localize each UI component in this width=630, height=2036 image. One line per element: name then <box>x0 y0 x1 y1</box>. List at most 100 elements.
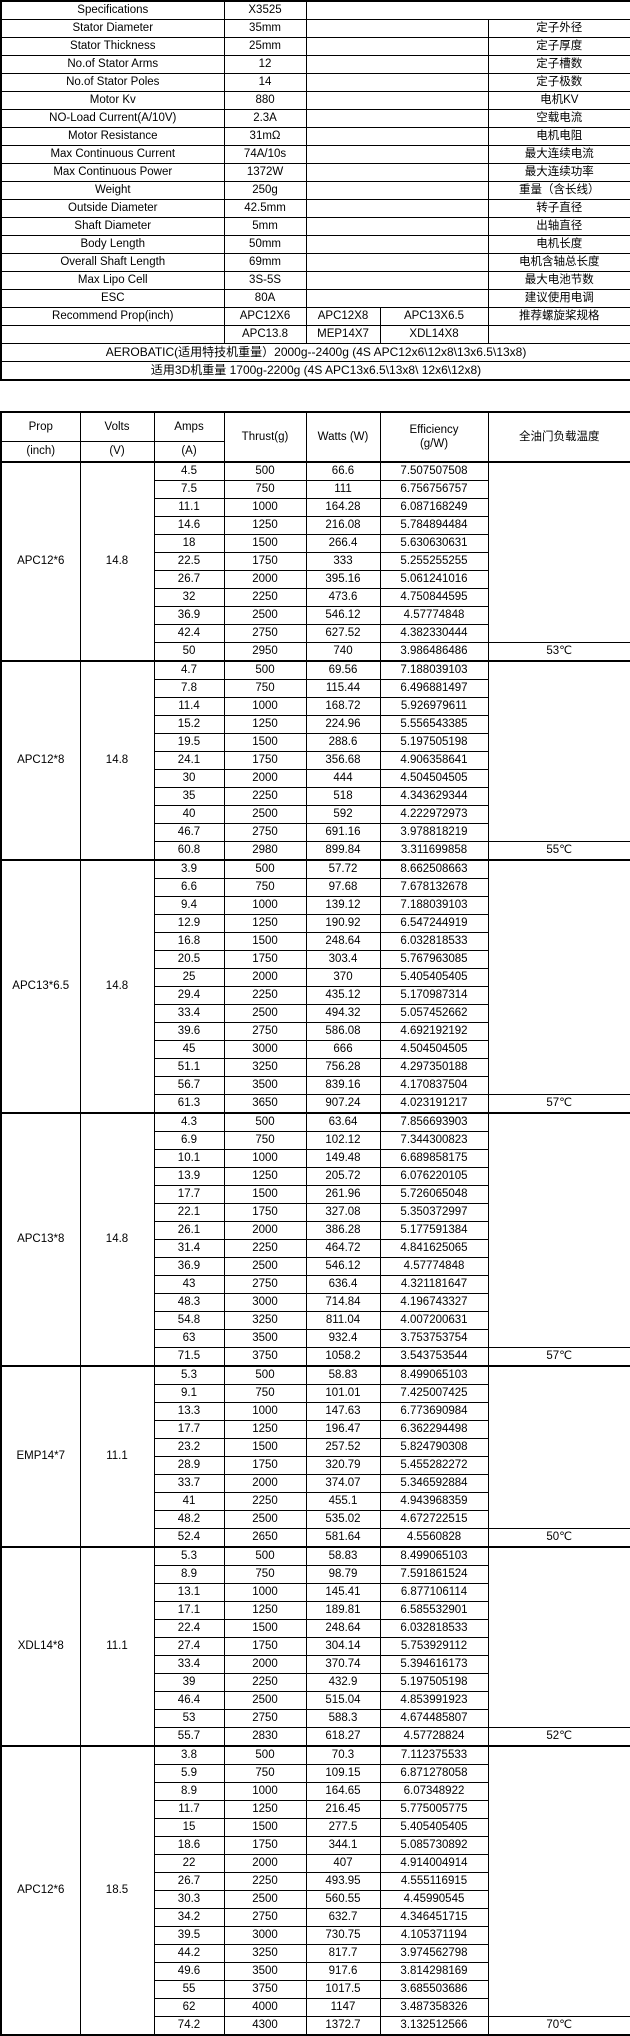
spec-empty-cell <box>305 199 489 218</box>
col-header-efficiency: Efficiency (g/W) <box>379 411 489 463</box>
amps-cell: 39.5 <box>153 1926 225 1945</box>
watts-cell: 932.4 <box>305 1329 381 1348</box>
test-data-row: 13.3 1000 147.63 6.773690984 <box>1 1402 630 1421</box>
watts-cell: 109.15 <box>305 1764 381 1783</box>
watts-cell: 149.48 <box>305 1149 381 1168</box>
prop-test-table: Prop Volts Amps Thrust(g) Watts (W) Effi… <box>0 411 630 2036</box>
thrust-cell: 2750 <box>223 1022 307 1041</box>
watts-cell: 636.4 <box>305 1275 381 1294</box>
efficiency-cell: 4.5560828 <box>379 1528 489 1548</box>
efficiency-cell: 4.853991923 <box>379 1691 489 1710</box>
watts-cell: 444 <box>305 769 381 788</box>
spec-row: Stator Diameter 35mm 定子外径 <box>0 19 630 38</box>
amps-cell: 61.3 <box>153 1094 225 1114</box>
watts-cell: 58.83 <box>305 1546 381 1566</box>
efficiency-header-line1: Efficiency <box>409 423 459 436</box>
amps-cell: 11.4 <box>153 697 225 716</box>
spec-value-cell: 74A/10s <box>223 145 307 164</box>
watts-cell: 691.16 <box>305 823 381 842</box>
watts-cell: 581.64 <box>305 1528 381 1548</box>
efficiency-cell: 6.496881497 <box>379 679 489 698</box>
watts-cell: 907.24 <box>305 1094 381 1114</box>
thrust-cell: 1000 <box>223 896 307 915</box>
efficiency-cell: 7.188039103 <box>379 896 489 915</box>
watts-cell: 386.28 <box>305 1221 381 1240</box>
watts-cell: 139.12 <box>305 896 381 915</box>
efficiency-cell: 8.499065103 <box>379 1546 489 1566</box>
amps-cell: 32 <box>153 588 225 607</box>
thrust-cell: 750 <box>223 1565 307 1584</box>
efficiency-cell: 4.023191217 <box>379 1094 489 1114</box>
watts-cell: 817.7 <box>305 1944 381 1963</box>
test-data-row: 26.7 2250 493.95 4.555116915 <box>1 1872 630 1891</box>
efficiency-cell: 6.756756757 <box>379 480 489 499</box>
temp-spacer-cell <box>487 1546 630 1728</box>
test-data-row: 18 1500 266.4 5.630630631 <box>1 534 630 553</box>
watts-cell: 164.65 <box>305 1782 381 1801</box>
thrust-cell: 3500 <box>223 1962 307 1981</box>
watts-cell: 1147 <box>305 1998 381 2017</box>
efficiency-cell: 6.877106114 <box>379 1583 489 1602</box>
watts-cell: 216.45 <box>305 1800 381 1819</box>
spec-cn-cell: 定子外径 <box>487 19 630 38</box>
spec-label-cell: NO-Load Current(A/10V) <box>0 109 225 128</box>
spec-label-cell: Stator Thickness <box>0 37 225 56</box>
amps-cell: 53 <box>153 1709 225 1728</box>
test-data-row: 6.9 750 102.12 7.344300823 <box>1 1131 630 1150</box>
spec-cn-cell: 最大电池节数 <box>487 271 630 290</box>
thrust-cell: 1000 <box>223 1782 307 1801</box>
amps-cell: 40 <box>153 805 225 824</box>
thrust-cell: 750 <box>223 1131 307 1150</box>
amps-cell: 15.2 <box>153 715 225 734</box>
efficiency-cell: 4.297350188 <box>379 1058 489 1077</box>
amps-cell: 3.8 <box>153 1745 225 1765</box>
spec-cn-cell: 推荐螺旋桨规格 <box>487 307 630 326</box>
spec-empty-cell <box>305 253 489 272</box>
temp-cell: 57℃ <box>487 1094 630 1114</box>
thrust-cell: 2980 <box>223 841 307 861</box>
temp-spacer-cell <box>487 1365 630 1529</box>
amps-cell: 6.9 <box>153 1131 225 1150</box>
thrust-cell: 4300 <box>223 2016 307 2036</box>
spec-label-cell: Max Continuous Current <box>0 145 225 164</box>
spec-empty-cell <box>305 91 489 110</box>
col-header-prop: Prop <box>0 411 81 442</box>
watts-cell: 333 <box>305 552 381 571</box>
spec-row: Motor Kv 880 电机KV <box>0 91 630 110</box>
thrust-cell: 2500 <box>223 1257 307 1276</box>
thrust-cell: 500 <box>223 1365 307 1385</box>
spec-cn-cell: 空载电流 <box>487 109 630 128</box>
test-data-row: 13.9 1250 205.72 6.076220105 <box>1 1167 630 1186</box>
spec-empty-cell <box>305 19 489 38</box>
amps-cell: 18.6 <box>153 1836 225 1855</box>
watts-cell: 493.95 <box>305 1872 381 1891</box>
spec-label-cell: No.of Stator Arms <box>0 55 225 74</box>
amps-cell: 18 <box>153 534 225 553</box>
watts-cell: 407 <box>305 1854 381 1873</box>
efficiency-cell: 7.856693903 <box>379 1112 489 1132</box>
amps-cell: 48.3 <box>153 1293 225 1312</box>
thrust-cell: 3750 <box>223 1980 307 1999</box>
amps-cell: 22.4 <box>153 1619 225 1638</box>
thrust-cell: 2750 <box>223 1275 307 1294</box>
thrust-cell: 2250 <box>223 1239 307 1258</box>
test-data-row: 53 2750 588.3 4.674485807 <box>1 1709 630 1728</box>
efficiency-cell: 4.321181647 <box>379 1275 489 1294</box>
test-data-row: 14.6 1250 216.08 5.784894484 <box>1 516 630 535</box>
watts-cell: 97.68 <box>305 878 381 897</box>
thrust-cell: 1250 <box>223 715 307 734</box>
test-data-row: 27.4 1750 304.14 5.753929112 <box>1 1637 630 1656</box>
spec-cn-cell: 电机长度 <box>487 235 630 254</box>
recommend-prop-cell: APC13X6.5 <box>379 307 489 326</box>
watts-cell: 189.81 <box>305 1601 381 1620</box>
spec-value-cell: 3S-5S <box>223 271 307 290</box>
thrust-cell: 2500 <box>223 1004 307 1023</box>
watts-cell: 57.72 <box>305 859 381 879</box>
thrust-cell: 2000 <box>223 1474 307 1493</box>
amps-cell: 17.1 <box>153 1601 225 1620</box>
thrust-cell: 2500 <box>223 606 307 625</box>
test-data-row: 52.4 2650 581.64 4.5560828 50℃ <box>1 1528 630 1548</box>
efficiency-cell: 5.394616173 <box>379 1655 489 1674</box>
efficiency-cell: 6.076220105 <box>379 1167 489 1186</box>
